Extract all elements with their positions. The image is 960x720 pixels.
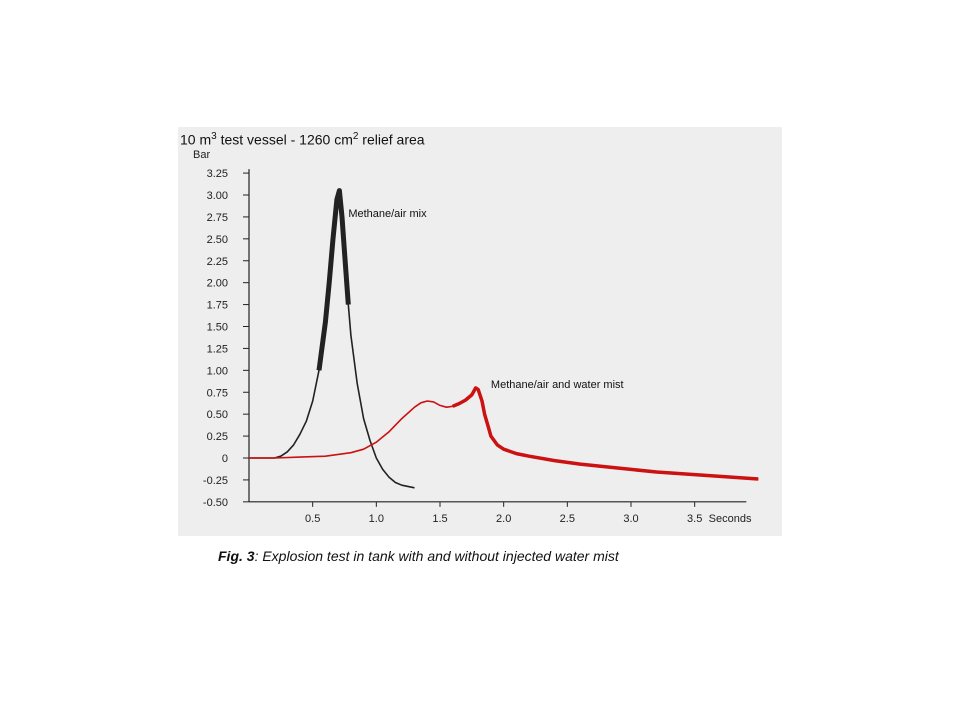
caption-text: : Explosion test in tank with and withou… (254, 548, 619, 564)
y-tick-label: 1.50 (207, 322, 228, 334)
series-2-band (452, 386, 759, 481)
y-tick-label: -0.50 (203, 497, 228, 509)
y-tick-label: 2.50 (207, 234, 228, 246)
series-annotation-1: Methane/air mix (348, 208, 427, 220)
title-suffix: relief area (358, 131, 425, 148)
chart-panel (178, 127, 782, 536)
y-tick-label: 1.25 (207, 343, 228, 355)
title-prefix: 10 m (180, 131, 212, 148)
y-tick-label: 2.75 (207, 212, 228, 224)
title-mid: test vessel - 1260 cm (216, 131, 353, 148)
caption-label: Fig. 3 (218, 548, 255, 564)
x-tick-label: 2.5 (560, 513, 575, 525)
y-tick-label: 3.25 (207, 168, 228, 180)
y-tick-label: 0.75 (207, 387, 228, 399)
y-tick-label: 0.50 (207, 409, 228, 421)
chart-title: 10 m3 test vessel - 1260 cm2 relief area (180, 131, 425, 148)
x-tick-label: 2.0 (496, 513, 511, 525)
series-1-peak-band (316, 188, 351, 371)
y-tick-label: 0.25 (207, 431, 228, 443)
x-tick-label: 1.5 (432, 513, 447, 525)
figure-caption: Fig. 3: Explosion test in tank with and … (218, 548, 619, 564)
x-tick-label: 1.0 (369, 513, 384, 525)
title-sup-1: 3 (211, 131, 217, 142)
x-axis-label: Seconds (709, 513, 752, 525)
x-tick-label: 3.0 (623, 513, 638, 525)
x-tick-label: 0.5 (305, 513, 320, 525)
series-line-2 (249, 387, 759, 480)
y-tick-label: 1.75 (207, 300, 228, 312)
x-tick-label: 3.5 (687, 513, 702, 525)
y-tick-label: 3.00 (207, 190, 228, 202)
y-axis-label: Bar (193, 149, 211, 161)
title-sup-2: 2 (352, 131, 359, 142)
series-annotation-2: Methane/air and water mist (491, 379, 624, 391)
y-tick-label: 2.00 (207, 278, 228, 290)
y-tick-label: -0.25 (203, 475, 228, 487)
y-tick-label: 0 (222, 453, 228, 465)
y-tick-label: 2.25 (207, 256, 228, 268)
y-tick-label: 1.00 (207, 365, 228, 377)
